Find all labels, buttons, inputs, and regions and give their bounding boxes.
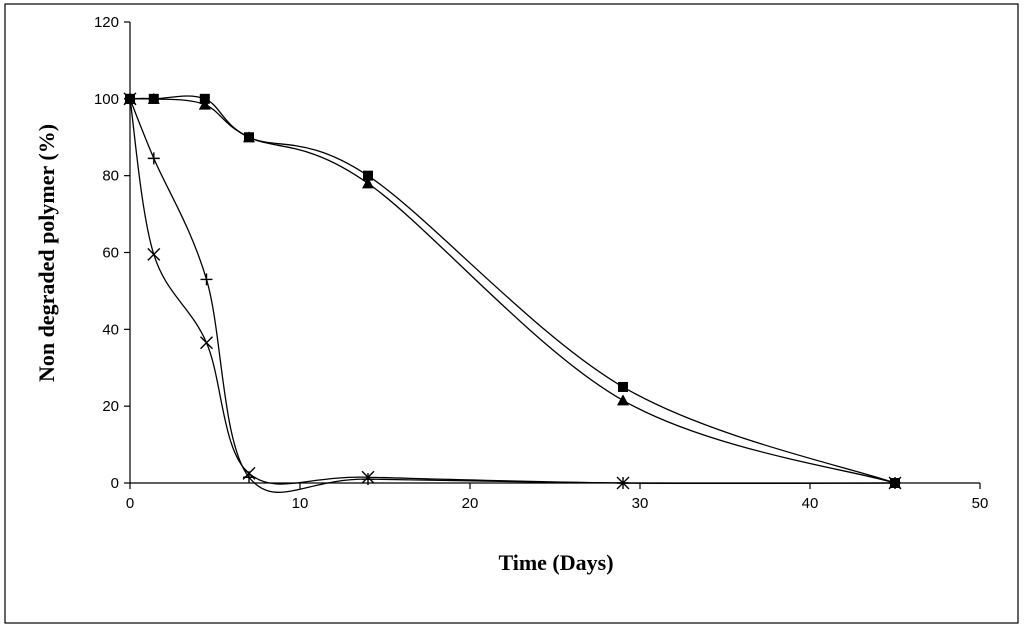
data-point-triangle bbox=[617, 394, 629, 406]
x-tick-label: 0 bbox=[126, 495, 134, 512]
x-tick-label: 40 bbox=[802, 495, 819, 512]
x-tick-label: 10 bbox=[292, 495, 309, 512]
data-point-x bbox=[200, 336, 213, 350]
data-point-x bbox=[242, 466, 256, 480]
y-tick-label: 120 bbox=[94, 14, 119, 31]
data-point-x bbox=[361, 470, 375, 484]
data-point-x bbox=[616, 476, 630, 490]
data-point-plus bbox=[200, 273, 213, 286]
y-tick-label: 60 bbox=[102, 245, 119, 262]
data-point-x bbox=[123, 92, 137, 106]
x-tick-label: 20 bbox=[462, 495, 479, 512]
y-tick-label: 0 bbox=[111, 475, 119, 492]
data-point-triangle bbox=[243, 131, 255, 143]
y-axis-label: Non degraded polymer (%) bbox=[34, 124, 59, 382]
series-markers bbox=[123, 92, 902, 490]
series-curves bbox=[129, 95, 896, 493]
y-tick-label: 20 bbox=[102, 398, 119, 415]
series-line-square bbox=[130, 95, 896, 484]
data-point-square bbox=[363, 170, 373, 181]
data-point-plus bbox=[362, 473, 374, 486]
data-point-triangle bbox=[362, 177, 374, 189]
x-axis-label: Time (Days) bbox=[498, 550, 613, 575]
y-tick-label: 80 bbox=[102, 168, 119, 185]
data-point-x bbox=[888, 476, 902, 490]
data-point-triangle bbox=[147, 92, 160, 104]
y-tick-label: 40 bbox=[102, 321, 119, 338]
data-point-x bbox=[147, 247, 161, 261]
x-tick-label: 50 bbox=[972, 495, 989, 512]
series-line-triangle bbox=[129, 97, 896, 484]
y-tick-label: 100 bbox=[94, 91, 119, 108]
data-point-triangle bbox=[198, 98, 211, 110]
data-point-plus bbox=[147, 152, 160, 165]
data-point-square bbox=[618, 381, 628, 392]
x-tick-label: 30 bbox=[632, 495, 649, 512]
